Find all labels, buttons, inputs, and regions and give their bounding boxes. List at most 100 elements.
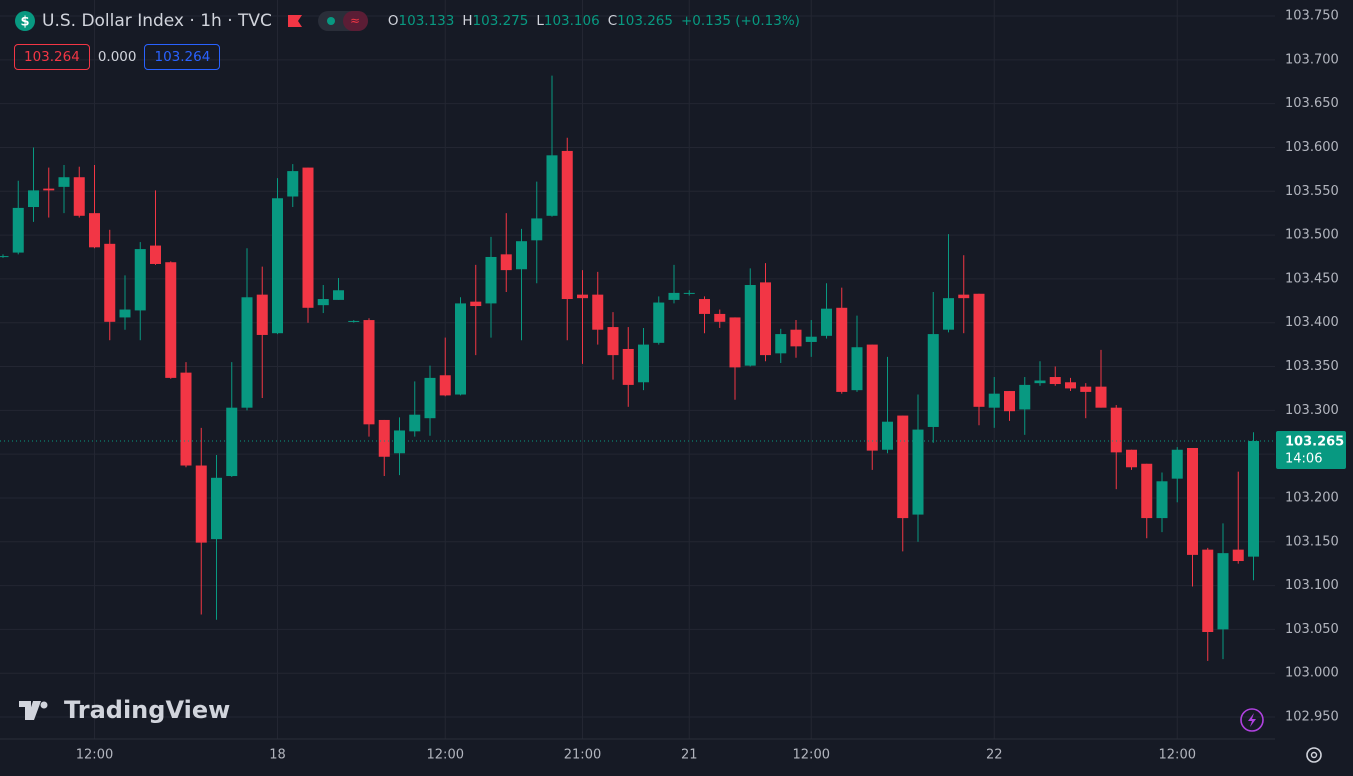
candle-body — [1217, 553, 1229, 630]
candle-body — [165, 262, 177, 378]
svg-text:≈: ≈ — [350, 14, 360, 28]
candle-body — [363, 320, 375, 425]
candle-body — [790, 329, 802, 347]
candle-body — [836, 307, 848, 392]
candle-body — [1187, 447, 1198, 555]
candle-body — [653, 302, 665, 343]
y-tick-label: 103.550 — [1285, 184, 1339, 199]
candle-body — [104, 243, 116, 322]
candle-body — [577, 294, 588, 299]
lightning-icon[interactable] — [1240, 708, 1264, 732]
last-price-label: 103.265 — [1285, 434, 1344, 449]
candle-body — [150, 245, 161, 264]
candle-body — [348, 320, 360, 322]
candle-body — [1065, 382, 1076, 389]
candle-body — [180, 372, 192, 466]
countdown: 14:06 — [1285, 451, 1322, 466]
x-tick-label: 12:00 — [427, 748, 464, 763]
x-tick-label: 21 — [681, 748, 698, 763]
candle-body — [592, 294, 604, 330]
candle-body — [805, 336, 817, 342]
candle-body — [1049, 377, 1061, 385]
open-value: 103.133 — [398, 13, 455, 29]
bid[interactable]: 103.264 — [14, 44, 90, 70]
candle-body — [333, 290, 344, 300]
flag-icon[interactable] — [286, 13, 306, 29]
candle-body — [394, 430, 405, 454]
candles — [0, 75, 1259, 661]
candle-body — [943, 298, 954, 330]
candle-body — [89, 213, 100, 248]
candle-body — [927, 334, 939, 427]
candle-body — [775, 334, 787, 354]
change: +0.135 (+0.13%) — [680, 13, 800, 29]
candle-body — [1171, 449, 1183, 479]
candle-body — [714, 313, 726, 322]
candle-body — [729, 317, 741, 368]
candle-body — [638, 344, 649, 383]
candle-body — [43, 188, 55, 191]
candle-body — [1232, 549, 1244, 562]
y-tick-label: 103.750 — [1285, 9, 1339, 24]
x-tick-label: 21:00 — [564, 748, 601, 763]
candle-body — [287, 171, 299, 197]
y-tick-label: 103.450 — [1285, 271, 1339, 286]
y-tick-label: 103.600 — [1285, 140, 1339, 155]
candle-body — [470, 301, 482, 307]
candle-body — [1126, 449, 1137, 468]
y-tick-label: 103.300 — [1285, 403, 1339, 418]
candle-body — [546, 155, 558, 216]
y-tick-label: 103.400 — [1285, 315, 1339, 330]
candle-body — [256, 294, 268, 335]
candle-body — [500, 254, 512, 271]
candle-body — [455, 303, 466, 395]
x-tick-label: 12:00 — [1159, 748, 1196, 763]
candle-body — [897, 415, 909, 519]
y-tick-label: 102.950 — [1285, 710, 1339, 725]
x-tick-label: 12:00 — [793, 748, 830, 763]
x-tick-label: 22 — [986, 748, 1003, 763]
candle-body — [699, 299, 710, 314]
quote: 103.264 0.000 103.264 — [14, 44, 221, 70]
spread: 0.000 — [97, 49, 137, 65]
watermark: TradingView — [64, 696, 230, 724]
candle-body — [439, 375, 451, 396]
candle-body — [561, 150, 573, 300]
candle-body — [485, 256, 497, 304]
candle-body — [1156, 481, 1168, 519]
candle-body — [607, 327, 619, 356]
candle-body — [58, 177, 70, 187]
candle-body — [973, 293, 985, 407]
last-price-tag — [1276, 430, 1346, 469]
candle-body — [409, 414, 421, 432]
candle-body — [195, 465, 207, 543]
y-tick-label: 103.000 — [1285, 666, 1339, 681]
low-value: 103.106 — [543, 13, 600, 29]
candle-body — [1034, 380, 1046, 384]
candle-body — [744, 285, 756, 366]
close-value: 103.265 — [617, 13, 673, 29]
ohlc: O103.133 H103.275 L103.106 C103.265 +0.1… — [387, 13, 800, 29]
candle-body — [668, 292, 680, 300]
price-axis — [1275, 0, 1353, 776]
candle-body — [211, 477, 222, 540]
candle-body — [28, 190, 39, 208]
settings-icon[interactable] — [1306, 747, 1322, 763]
candle-body — [1248, 440, 1259, 557]
candle-body — [912, 429, 924, 515]
status-pill[interactable]: ≈ — [317, 10, 368, 32]
candle-body — [73, 177, 85, 216]
candle-body — [882, 421, 893, 450]
candle-body — [866, 344, 878, 451]
svg-text:$: $ — [20, 15, 29, 30]
candle-body — [851, 347, 863, 391]
candle-body — [378, 419, 390, 457]
candle-body — [12, 207, 24, 253]
candle-body — [683, 292, 695, 294]
candle-body — [760, 282, 771, 356]
y-tick-label: 103.100 — [1285, 578, 1339, 593]
ask[interactable]: 103.264 — [144, 44, 221, 70]
candle-body — [821, 308, 832, 336]
